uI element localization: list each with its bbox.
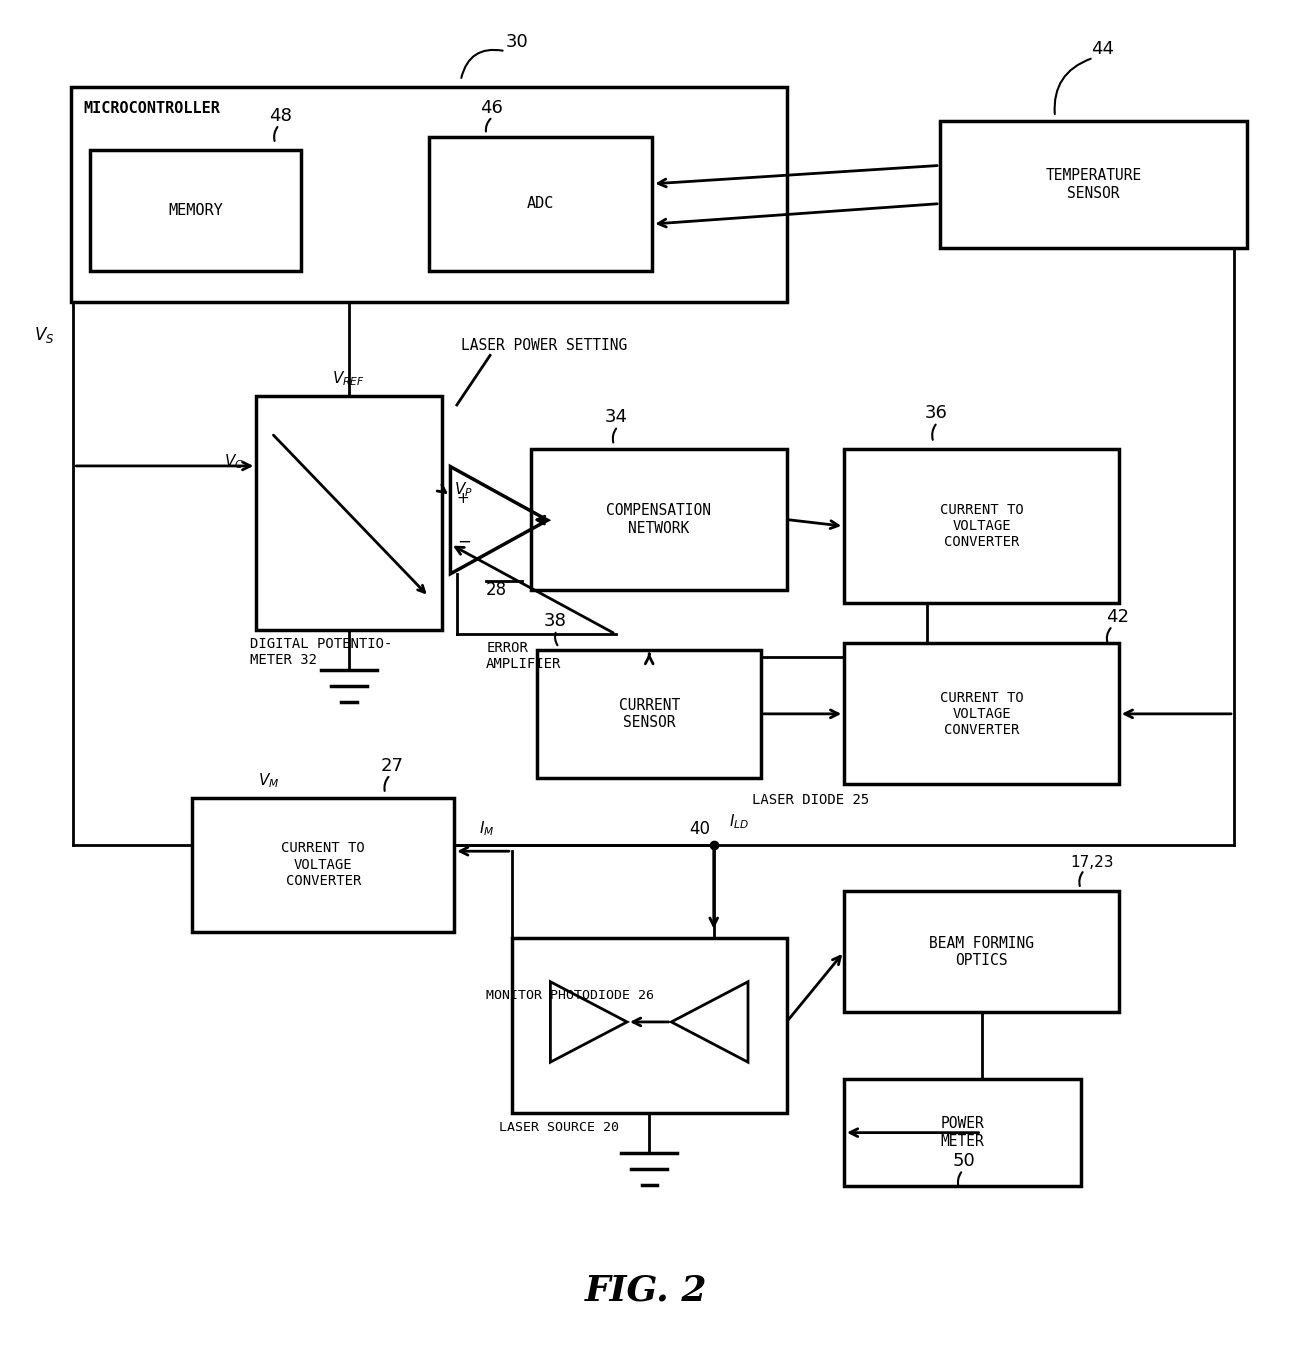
FancyBboxPatch shape (531, 450, 787, 590)
FancyBboxPatch shape (193, 798, 455, 932)
Text: CURRENT TO
VOLTAGE
CONVERTER: CURRENT TO VOLTAGE CONVERTER (282, 841, 366, 888)
Text: +: + (457, 492, 469, 506)
Text: $V_{REF}$: $V_{REF}$ (332, 368, 366, 387)
Text: MEMORY: MEMORY (168, 203, 222, 218)
FancyBboxPatch shape (844, 450, 1119, 604)
Text: 30: 30 (505, 32, 528, 51)
Text: 40: 40 (690, 819, 711, 838)
Text: CURRENT TO
VOLTAGE
CONVERTER: CURRENT TO VOLTAGE CONVERTER (939, 504, 1023, 550)
Text: 17,23: 17,23 (1070, 854, 1114, 871)
Text: MICROCONTROLLER: MICROCONTROLLER (84, 100, 221, 115)
FancyBboxPatch shape (90, 150, 301, 271)
FancyBboxPatch shape (844, 643, 1119, 784)
Text: LASER POWER SETTING: LASER POWER SETTING (461, 337, 627, 352)
Text: $V_P$: $V_P$ (455, 481, 473, 498)
Text: 38: 38 (544, 612, 567, 630)
FancyBboxPatch shape (512, 938, 787, 1113)
Text: $V_C$: $V_C$ (224, 452, 243, 471)
Text: $I_{LD}$: $I_{LD}$ (729, 812, 749, 831)
Text: 44: 44 (1090, 39, 1114, 58)
Text: DIGITAL POTENTIO-
METER 32: DIGITAL POTENTIO- METER 32 (249, 636, 393, 668)
Text: ERROR
AMPLIFIER: ERROR AMPLIFIER (486, 640, 562, 672)
Text: CURRENT TO
VOLTAGE
CONVERTER: CURRENT TO VOLTAGE CONVERTER (939, 691, 1023, 737)
FancyBboxPatch shape (844, 1079, 1080, 1186)
Text: BEAM FORMING
OPTICS: BEAM FORMING OPTICS (929, 936, 1034, 968)
Text: ADC: ADC (527, 196, 554, 211)
Text: 34: 34 (605, 409, 628, 427)
FancyBboxPatch shape (537, 650, 761, 777)
FancyBboxPatch shape (941, 121, 1247, 248)
Text: 42: 42 (1106, 608, 1129, 626)
FancyBboxPatch shape (256, 395, 442, 630)
Text: 46: 46 (479, 99, 503, 116)
FancyBboxPatch shape (429, 137, 652, 271)
Text: $V_M$: $V_M$ (258, 770, 279, 789)
Text: LASER DIODE 25: LASER DIODE 25 (752, 793, 870, 807)
Text: 48: 48 (269, 107, 292, 125)
Text: $I_M$: $I_M$ (478, 819, 494, 838)
FancyBboxPatch shape (71, 88, 787, 302)
Text: 28: 28 (486, 581, 508, 598)
Text: 50: 50 (952, 1152, 975, 1170)
Text: TEMPERATURE
SENSOR: TEMPERATURE SENSOR (1045, 168, 1141, 200)
Text: CURRENT
SENSOR: CURRENT SENSOR (619, 697, 680, 730)
Text: 36: 36 (925, 405, 947, 422)
Text: $V_S$: $V_S$ (34, 325, 54, 345)
Text: FIG. 2: FIG. 2 (585, 1274, 707, 1308)
Text: POWER
METER: POWER METER (941, 1117, 985, 1148)
Text: MONITOR PHOTODIODE 26: MONITOR PHOTODIODE 26 (486, 988, 654, 1002)
Text: COMPENSATION
NETWORK: COMPENSATION NETWORK (606, 504, 712, 536)
Text: LASER SOURCE 20: LASER SOURCE 20 (499, 1121, 619, 1133)
Text: 27: 27 (380, 757, 403, 774)
Text: −: − (457, 532, 470, 551)
FancyBboxPatch shape (844, 891, 1119, 1011)
